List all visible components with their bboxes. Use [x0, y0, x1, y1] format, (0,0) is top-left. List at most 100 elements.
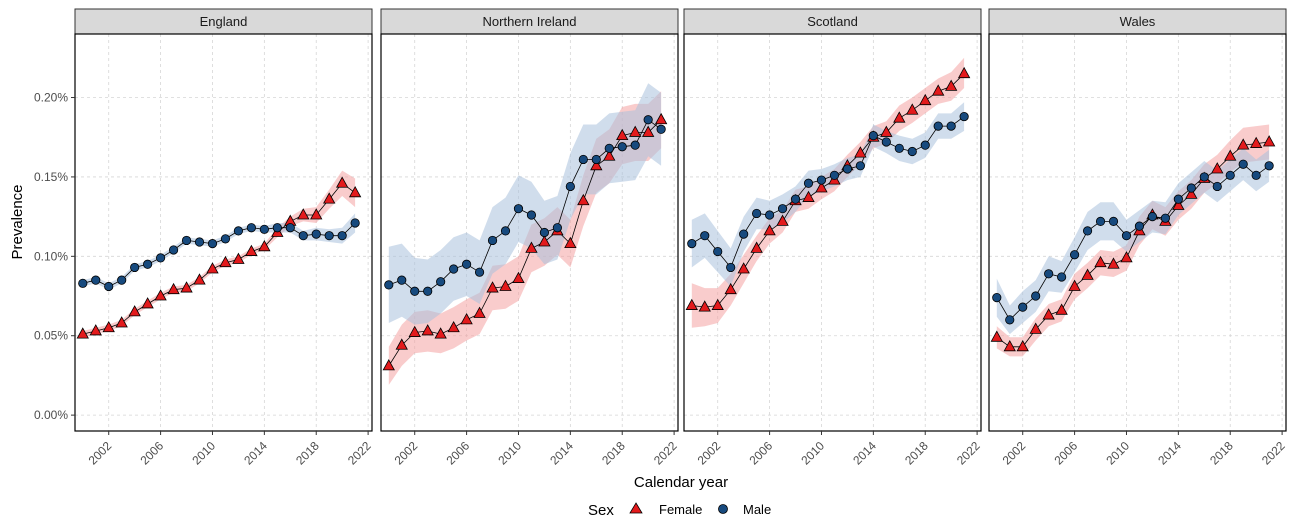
female-point	[750, 241, 763, 253]
male-point	[423, 286, 433, 296]
male-point	[959, 111, 969, 122]
female-confidence-band	[691, 57, 965, 328]
female-point	[245, 244, 258, 256]
female-point	[893, 111, 906, 123]
male-point	[1082, 226, 1093, 236]
female-point	[486, 281, 499, 293]
y-axis: 0.00% 0.05% 0.10% 0.15% 0.20%	[34, 91, 75, 422]
female-point	[1055, 303, 1068, 315]
male-point	[1057, 272, 1067, 282]
male-point	[764, 210, 775, 220]
gridlines	[75, 34, 372, 431]
female-point	[629, 125, 642, 137]
male-point	[487, 235, 498, 246]
female-point	[919, 93, 932, 106]
panel-border	[74, 33, 373, 432]
x-tick-label: 2006	[1051, 439, 1080, 468]
x-tick-label: 2014	[547, 439, 576, 468]
female-point	[323, 192, 336, 204]
x-tick-label: 2010	[798, 439, 827, 468]
male-point	[1134, 221, 1145, 231]
male-confidence-band	[388, 83, 662, 325]
legend-title: Sex	[588, 502, 614, 519]
male-point	[790, 194, 801, 204]
male-point	[168, 245, 179, 255]
male-point	[920, 140, 930, 150]
panel-border	[380, 33, 679, 432]
y-tick-label: 0.00%	[34, 408, 68, 422]
male-point	[220, 234, 231, 244]
legend-female-marker	[629, 502, 643, 514]
female-point	[167, 282, 180, 295]
female-point	[141, 297, 154, 309]
legend-male-marker	[718, 504, 728, 514]
female-point	[512, 271, 525, 283]
facet-title: Northern Ireland	[483, 14, 577, 29]
male-point	[946, 121, 956, 131]
male-point	[207, 239, 218, 249]
male-point	[1160, 213, 1170, 223]
x-tick-label: 2018	[599, 439, 628, 468]
male-point	[829, 170, 840, 180]
male-series-line	[691, 116, 965, 269]
female-point	[724, 282, 737, 295]
male-point	[855, 161, 865, 171]
male-point	[324, 231, 334, 241]
female-point	[193, 273, 206, 285]
y-tick-label: 0.10%	[34, 249, 68, 263]
female-point	[525, 241, 538, 253]
male-point	[155, 253, 166, 263]
female-point	[802, 190, 815, 202]
male-point	[1121, 231, 1132, 241]
x-tick-label: 2010	[1103, 439, 1132, 468]
x-tick-label: 2018	[902, 439, 931, 468]
male-point	[591, 154, 601, 165]
panel-northern-ireland: Northern Ireland 2002 2006 2010 2014 2018 2022	[380, 8, 680, 468]
x-tick-label: 2022	[651, 439, 680, 468]
y-tick-label: 0.05%	[34, 329, 68, 343]
male-series-line	[388, 119, 662, 292]
male-point	[907, 146, 917, 157]
female-point	[932, 84, 945, 96]
female-point	[776, 214, 789, 226]
female-point	[1094, 255, 1107, 268]
male-series-line	[82, 222, 356, 287]
male-point	[1031, 291, 1041, 301]
x-tick-label: 2006	[443, 439, 472, 468]
female-point	[460, 313, 473, 325]
female-series-line	[82, 182, 356, 335]
male-point	[933, 121, 943, 131]
facet-strip	[988, 8, 1287, 35]
female-point	[89, 324, 102, 336]
x-tick-label: 2002	[1000, 439, 1029, 468]
facet-title: Wales	[1120, 14, 1156, 29]
male-point	[1147, 212, 1158, 222]
male-point	[194, 237, 205, 247]
male-point	[700, 231, 710, 241]
legend: Sex Female Male	[588, 502, 771, 519]
facet-title: Scotland	[807, 14, 858, 29]
male-point	[436, 277, 446, 287]
female-point	[737, 262, 750, 274]
female-point	[815, 181, 828, 193]
male-point	[130, 262, 140, 273]
female-point	[1224, 149, 1237, 161]
male-point	[259, 224, 269, 234]
male-point	[656, 124, 666, 134]
male-point	[604, 143, 614, 153]
male-point	[233, 226, 244, 236]
male-point	[1069, 250, 1080, 260]
male-point	[539, 227, 550, 238]
female-point	[219, 255, 232, 268]
female-point	[698, 300, 711, 312]
facet-panels: England 2002 2006 2010 2014 2018 2022 Northern …	[74, 8, 1288, 468]
male-point	[1173, 194, 1183, 204]
female-point	[1016, 340, 1029, 352]
female-point	[154, 289, 167, 301]
facet-title: England	[200, 14, 248, 29]
female-point	[538, 235, 551, 247]
male-point	[181, 235, 192, 246]
x-tick-label: 2022	[345, 439, 374, 468]
male-point	[565, 181, 575, 192]
female-point	[1081, 268, 1094, 280]
